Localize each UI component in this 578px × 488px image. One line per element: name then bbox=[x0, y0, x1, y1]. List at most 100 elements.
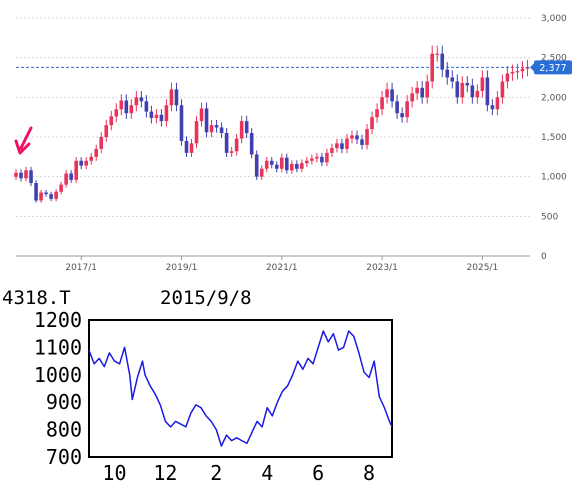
candle-body bbox=[360, 139, 364, 145]
candle-body bbox=[59, 184, 63, 192]
candle-body bbox=[254, 154, 259, 177]
candle-body bbox=[325, 152, 329, 163]
current-price-badge-pointer bbox=[530, 62, 535, 73]
candle-body bbox=[34, 183, 38, 201]
candle-body bbox=[74, 160, 78, 180]
candle-body bbox=[229, 151, 234, 153]
candle-body bbox=[144, 101, 149, 112]
candle-body bbox=[279, 157, 284, 169]
candle-body bbox=[234, 138, 239, 152]
y-tick-label: 1000 bbox=[34, 363, 82, 387]
candle-body bbox=[194, 121, 199, 144]
stock-line-chart: 4318.T 2015/9/8 700 800 900 1000 1100 1200 10 1… bbox=[2, 287, 393, 485]
candle-body bbox=[385, 89, 389, 98]
candle-body bbox=[209, 125, 214, 133]
date-label: 2015/9/8 bbox=[160, 287, 252, 309]
candle-body bbox=[380, 97, 384, 110]
candle-body bbox=[164, 105, 169, 122]
candle-body bbox=[119, 100, 124, 110]
candle-body bbox=[24, 170, 28, 179]
candle-body bbox=[159, 114, 164, 122]
y-tick-label: 900 bbox=[46, 390, 82, 414]
candle-body bbox=[179, 105, 184, 141]
ticker-label: 4318.T bbox=[2, 287, 71, 309]
candle-body bbox=[139, 97, 144, 102]
candle-body bbox=[149, 111, 154, 118]
candle-body bbox=[154, 114, 159, 118]
candle-body bbox=[69, 173, 73, 180]
current-price-badge bbox=[534, 60, 572, 75]
candle-body bbox=[244, 121, 249, 134]
candle-body bbox=[295, 163, 299, 169]
candle-body bbox=[350, 135, 354, 139]
y-tick-label: 2,000 bbox=[541, 93, 567, 103]
x-tick-label: 2021/1 bbox=[266, 263, 298, 273]
candle-body bbox=[189, 143, 194, 153]
candle-body bbox=[99, 137, 104, 149]
candle-body bbox=[455, 81, 460, 98]
candle-body bbox=[505, 73, 510, 82]
candle-body bbox=[29, 170, 33, 184]
candle-body bbox=[340, 143, 344, 149]
candle-body bbox=[510, 71, 515, 74]
candle-body bbox=[485, 77, 490, 106]
candle-body bbox=[219, 127, 224, 134]
candle-body bbox=[214, 125, 219, 128]
highlight-arrow-icon bbox=[14, 126, 33, 155]
candle-body bbox=[49, 194, 53, 199]
y-tick-label: 1,000 bbox=[541, 173, 567, 183]
candle-body bbox=[400, 113, 404, 118]
candle-body bbox=[64, 173, 68, 185]
candle-body bbox=[305, 160, 309, 164]
candle-body bbox=[124, 100, 129, 114]
candle-body bbox=[515, 71, 520, 73]
y-tick-label: 800 bbox=[46, 418, 82, 442]
candle-body bbox=[204, 108, 209, 133]
x-tick-label: 12 bbox=[153, 461, 177, 485]
candle-body bbox=[375, 109, 379, 118]
candle-body bbox=[84, 160, 89, 166]
candle-body bbox=[264, 160, 269, 169]
candle-body bbox=[114, 109, 119, 117]
candle-body bbox=[500, 81, 505, 98]
x-tick-label: 2017/1 bbox=[65, 263, 97, 273]
candle-body bbox=[450, 77, 455, 82]
candle-body bbox=[184, 140, 189, 153]
candle-body bbox=[405, 101, 409, 118]
candle-body bbox=[19, 172, 23, 179]
y-tick-label: 1100 bbox=[34, 335, 82, 359]
x-tick-label: 2 bbox=[210, 461, 222, 485]
candle-body bbox=[224, 133, 229, 153]
candle-body bbox=[370, 117, 374, 130]
candle-body bbox=[134, 97, 139, 106]
candle-body bbox=[420, 87, 424, 98]
candle-body bbox=[495, 97, 500, 110]
candle-body bbox=[104, 125, 109, 137]
y-tick-label: 2,500 bbox=[541, 54, 567, 64]
y-tick-label: 500 bbox=[541, 212, 558, 222]
candle-body bbox=[169, 89, 174, 106]
candle-body bbox=[239, 121, 244, 139]
candle-body bbox=[315, 156, 319, 159]
x-tick-label: 8 bbox=[363, 461, 375, 485]
candle-body bbox=[410, 93, 414, 102]
candle-body bbox=[390, 89, 394, 102]
candle-body bbox=[365, 129, 369, 145]
candle-body bbox=[290, 163, 294, 171]
x-tick-label: 4 bbox=[261, 461, 273, 485]
x-tick-label: 10 bbox=[102, 461, 126, 485]
candle-body bbox=[269, 160, 274, 165]
candle-body bbox=[525, 67, 530, 69]
candle-body bbox=[79, 160, 83, 166]
y-tick-label: 1,500 bbox=[541, 133, 567, 143]
candle-body bbox=[310, 158, 314, 161]
candle-body bbox=[199, 108, 204, 122]
x-tick-label: 2023/1 bbox=[366, 263, 398, 273]
price-candlestick-chart: 0 500 1,000 1,500 2,000 2,500 3,000 2017/1 2019/… bbox=[14, 14, 572, 273]
candle-body bbox=[259, 168, 264, 177]
candle-body bbox=[54, 191, 58, 199]
candle-body bbox=[44, 192, 48, 195]
candle-body bbox=[490, 105, 495, 110]
candle-body bbox=[425, 81, 429, 98]
x-tick-label: 2025/1 bbox=[467, 263, 499, 273]
